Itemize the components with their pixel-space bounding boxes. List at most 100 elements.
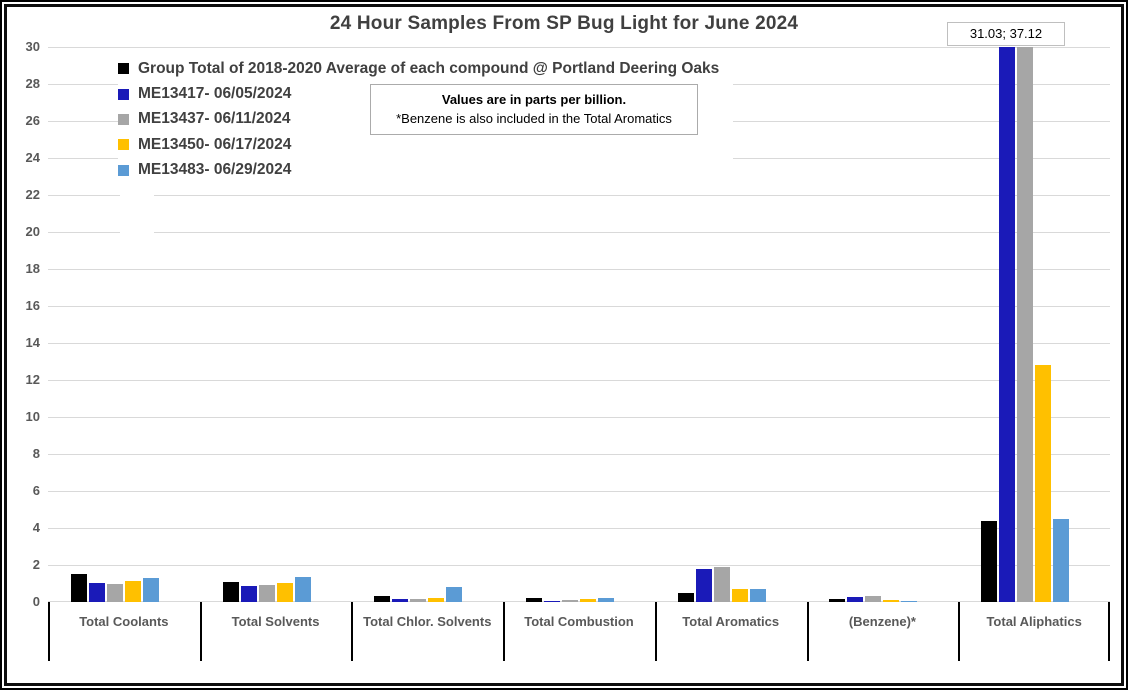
- bar-series-1-category-1[interactable]: [70, 574, 87, 602]
- category-divider-tick: [199, 602, 202, 661]
- x-axis-category-label: Total Chlor. Solvents: [363, 614, 492, 629]
- legend-item[interactable]: Group Total of 2018-2020 Average of each…: [118, 56, 719, 81]
- x-axis: Total Coolants Total Solvents Total Chlor.…: [48, 602, 1110, 670]
- bar-series-5-category-2[interactable]: [294, 577, 311, 602]
- x-axis-category-label: Total Aromatics: [682, 614, 780, 629]
- gridline-16: [48, 306, 1110, 307]
- legend-item[interactable]: ME13450- 06/17/2024: [118, 132, 719, 157]
- y-axis-tick-label: 12: [25, 372, 40, 387]
- legend-entries: Group Total of 2018-2020 Average of each…: [118, 56, 719, 183]
- offscale-values-callout[interactable]: 31.03; 37.12: [947, 22, 1065, 46]
- gridline-10: [48, 417, 1110, 418]
- category-divider-tick: [503, 602, 506, 661]
- bar-series-4-category-2[interactable]: [276, 582, 293, 602]
- y-axis-tick-label: 4: [32, 520, 40, 535]
- y-axis-tick-label: 20: [25, 224, 40, 239]
- y-axis-tick-label: 18: [25, 261, 40, 276]
- gridline-20: [48, 232, 1110, 233]
- bar-series-1-category-7[interactable]: [981, 520, 998, 602]
- bar-series-3-category-7[interactable]: [1017, 47, 1034, 602]
- y-axis-tick-label: 0: [32, 594, 40, 609]
- legend-label: ME13437- 06/11/2024: [138, 110, 291, 128]
- gridline-6: [48, 491, 1110, 492]
- y-axis-tick-label: 28: [25, 76, 40, 91]
- gridline-0: [48, 601, 1110, 602]
- gridline-30: [48, 47, 1110, 48]
- legend-label: ME13450- 06/17/2024: [138, 135, 292, 153]
- bar-series-1-category-3[interactable]: [374, 596, 391, 602]
- x-axis-category-label: Total Combustion: [524, 614, 634, 629]
- y-axis-tick-label: 10: [25, 409, 40, 424]
- category-divider-tick: [654, 602, 657, 661]
- bar-series-2-category-3[interactable]: [392, 599, 409, 602]
- bar-series-1-category-6[interactable]: [829, 599, 846, 602]
- legend-swatch-icon: [118, 164, 129, 176]
- bar-series-5-category-4[interactable]: [598, 598, 614, 602]
- legend-label: ME13483- 06/29/2024: [138, 161, 292, 179]
- y-axis-tick-label: 30: [25, 39, 40, 54]
- units-note-textbox[interactable]: Values are in parts per billion. *Benzen…: [370, 84, 698, 135]
- bar-series-3-category-2[interactable]: [258, 585, 275, 602]
- gridline-2: [48, 565, 1110, 566]
- bar-series-4-category-1[interactable]: [124, 580, 141, 602]
- gridline-22: [48, 195, 1110, 196]
- bar-series-3-category-3[interactable]: [410, 599, 427, 602]
- category-divider-tick: [351, 602, 354, 661]
- legend-label: ME13417- 06/05/2024: [138, 85, 292, 103]
- category-divider-tick: [48, 602, 50, 661]
- bar-series-3-category-6[interactable]: [865, 596, 882, 602]
- legend-swatch-icon: [118, 63, 129, 75]
- gridline-4: [48, 528, 1110, 529]
- legend-swatch-icon: [118, 139, 129, 151]
- y-axis-tick-label: 14: [25, 335, 40, 350]
- legend-item[interactable]: ME13417- 06/05/2024: [118, 81, 719, 106]
- x-axis-category-label: Total Coolants: [79, 614, 169, 629]
- bar-series-5-category-7[interactable]: [1053, 518, 1070, 602]
- category-divider-tick: [806, 602, 809, 661]
- y-axis-tick-label: 26: [25, 113, 40, 128]
- bar-series-4-category-6[interactable]: [883, 600, 900, 602]
- legend-label: Group Total of 2018-2020 Average of each…: [138, 59, 720, 77]
- bar-series-1-category-5[interactable]: [677, 592, 694, 602]
- y-axis-tick-label: 22: [25, 187, 40, 202]
- units-note-line2: *Benzene is also included in the Total A…: [396, 111, 672, 126]
- bar-series-1-category-2[interactable]: [222, 581, 239, 602]
- bar-series-2-category-1[interactable]: [88, 582, 105, 602]
- bar-series-2-category-6[interactable]: [847, 597, 864, 602]
- y-axis-tick-label: 24: [25, 150, 40, 165]
- gridline-8: [48, 454, 1110, 455]
- x-axis-category-label: Total Solvents: [231, 614, 320, 629]
- bar-series-2-category-7[interactable]: [999, 47, 1016, 602]
- legend-item[interactable]: ME13437- 06/11/2024: [118, 107, 719, 132]
- bar-series-2-category-4[interactable]: [544, 600, 560, 602]
- x-axis-category-label: (Benzene)*: [848, 614, 916, 629]
- legend-background-extension: [120, 183, 154, 240]
- y-axis-tick-label: 16: [25, 298, 40, 313]
- gridline-18: [48, 269, 1110, 270]
- bar-series-5-category-5[interactable]: [749, 588, 766, 602]
- bar-series-5-category-3[interactable]: [446, 587, 463, 602]
- bar-series-4-category-5[interactable]: [731, 589, 748, 602]
- gridline-12: [48, 380, 1110, 381]
- category-divider-tick: [958, 602, 961, 661]
- bar-series-5-category-1[interactable]: [142, 577, 159, 602]
- legend-swatch-icon: [118, 88, 129, 100]
- bar-series-4-category-3[interactable]: [428, 598, 445, 602]
- legend-swatch-icon: [118, 113, 129, 125]
- bar-series-2-category-2[interactable]: [240, 586, 257, 602]
- bar-series-4-category-4[interactable]: [580, 598, 596, 602]
- bar-series-3-category-1[interactable]: [106, 584, 123, 602]
- y-axis-tick-label: 8: [32, 446, 40, 461]
- bar-series-3-category-5[interactable]: [713, 566, 730, 602]
- bar-series-5-category-6[interactable]: [901, 601, 918, 602]
- bar-series-2-category-5[interactable]: [695, 568, 712, 602]
- y-axis-tick-label: 2: [32, 557, 40, 572]
- x-axis-category-label: Total Aliphatics: [986, 614, 1082, 629]
- bar-series-3-category-4[interactable]: [562, 600, 578, 602]
- bar-series-1-category-4[interactable]: [526, 598, 542, 602]
- category-divider-tick: [1108, 602, 1110, 661]
- legend-item[interactable]: ME13483- 06/29/2024: [118, 158, 719, 183]
- chart-title: 24 Hour Samples From SP Bug Light for Ju…: [329, 13, 799, 34]
- bar-series-4-category-7[interactable]: [1035, 365, 1052, 602]
